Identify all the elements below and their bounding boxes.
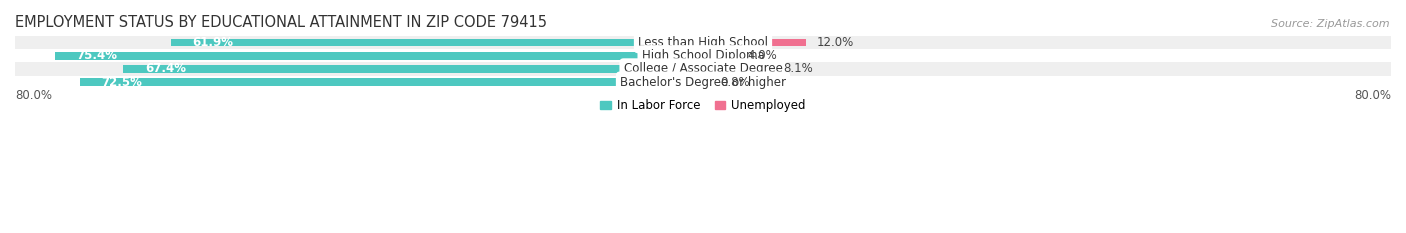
Bar — [80, 78, 703, 86]
Bar — [703, 39, 806, 46]
Text: EMPLOYMENT STATUS BY EDUCATIONAL ATTAINMENT IN ZIP CODE 79415: EMPLOYMENT STATUS BY EDUCATIONAL ATTAINM… — [15, 15, 547, 30]
Bar — [703, 52, 737, 60]
Bar — [15, 62, 1391, 75]
Text: High School Diploma: High School Diploma — [641, 49, 765, 62]
Text: Less than High School: Less than High School — [638, 36, 768, 49]
Bar — [703, 65, 773, 73]
Bar — [124, 65, 703, 73]
Text: College / Associate Degree: College / Associate Degree — [624, 62, 782, 75]
Text: Source: ZipAtlas.com: Source: ZipAtlas.com — [1271, 19, 1389, 29]
Text: 75.4%: 75.4% — [76, 49, 117, 62]
Text: 8.1%: 8.1% — [783, 62, 813, 75]
Text: 4.0%: 4.0% — [748, 49, 778, 62]
Text: 72.5%: 72.5% — [101, 76, 142, 89]
Text: 12.0%: 12.0% — [817, 36, 853, 49]
Bar — [55, 52, 703, 60]
Text: 80.0%: 80.0% — [1354, 89, 1391, 102]
Bar — [170, 39, 703, 46]
Legend: In Labor Force, Unemployed: In Labor Force, Unemployed — [596, 95, 810, 117]
Text: 80.0%: 80.0% — [15, 89, 52, 102]
Text: Bachelor's Degree or higher: Bachelor's Degree or higher — [620, 76, 786, 89]
Bar — [15, 75, 1391, 89]
Bar — [15, 36, 1391, 49]
Text: 61.9%: 61.9% — [193, 36, 233, 49]
Bar — [703, 78, 710, 86]
Text: 67.4%: 67.4% — [145, 62, 186, 75]
Text: 0.8%: 0.8% — [720, 76, 749, 89]
Bar — [15, 49, 1391, 62]
